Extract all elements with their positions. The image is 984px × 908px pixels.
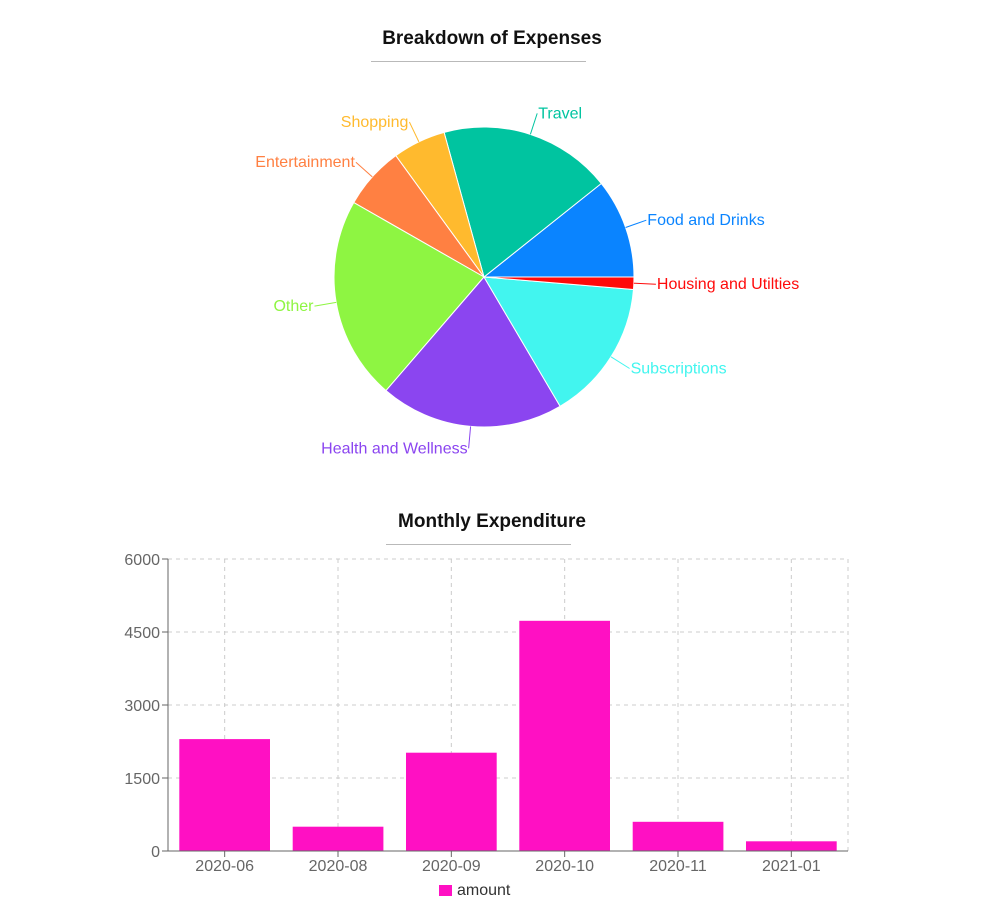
x-tick-label: 2020-06: [195, 858, 254, 875]
pie-label-shopping: Shopping: [341, 114, 409, 131]
legend-swatch: [439, 885, 452, 896]
pie-slice-housing-and-utilties[interactable]: [483, 276, 635, 291]
pie-chart-title: Breakdown of Expenses: [382, 28, 602, 49]
x-tick-label: 2020-08: [309, 858, 368, 875]
pie-slice-other[interactable]: [333, 201, 485, 392]
pie-slice-travel[interactable]: [443, 126, 602, 278]
legend[interactable]: amount: [439, 882, 511, 899]
x-tick-label: 2020-11: [649, 858, 707, 875]
pie-leader-travel: [529, 113, 538, 135]
pie-label-health-and-wellness: Health and Wellness: [321, 440, 467, 457]
pie-label-entertainment: Entertainment: [255, 154, 355, 171]
pie-leader-subscriptions: [610, 356, 630, 369]
bar-2020-09[interactable]: [406, 752, 497, 851]
y-tick-label: 0: [151, 844, 160, 861]
bar-2020-11[interactable]: [632, 821, 724, 851]
pie-leader-other: [314, 301, 337, 307]
pie-label-travel: Travel: [538, 105, 582, 122]
x-tick-label: 2021-01: [762, 858, 821, 875]
pie-title-underline: [371, 61, 586, 62]
pie-leader-housing-and-utilties: [633, 282, 656, 285]
pie-leader-health-and-wellness: [468, 426, 472, 449]
monthly-expenditure-bar-chart: 0 1500 3000 4500 6000 2020-06 2020-08 2020-09 20…: [124, 552, 849, 899]
pie-label-other: Other: [273, 298, 314, 315]
pie-slice-health-and-wellness[interactable]: [385, 276, 561, 428]
y-tick-label: 4500: [124, 625, 160, 642]
expenses-pie-chart: Food and Drinks Travel Shopping Entertainme…: [255, 105, 799, 457]
pie-label-subscriptions: Subscriptions: [631, 361, 727, 378]
x-tick-label: 2020-09: [422, 858, 481, 875]
pie-leader-entertainment: [355, 161, 373, 178]
pie-slice-subscriptions[interactable]: [483, 276, 635, 407]
pie-leader-shopping: [408, 121, 420, 143]
bar-2021-01[interactable]: [746, 841, 837, 851]
bar-chart-title: Monthly Expenditure: [398, 511, 586, 532]
y-tick-label: 3000: [124, 698, 160, 715]
bar-2020-10[interactable]: [519, 620, 610, 851]
x-tick-label: 2020-10: [535, 858, 594, 875]
y-tick-label: 6000: [124, 552, 160, 569]
pie-label-food-and-drinks: Food and Drinks: [647, 212, 764, 229]
bar-title-underline: [386, 544, 571, 545]
pie-leader-food-and-drinks: [625, 219, 647, 228]
bar-2020-08[interactable]: [292, 826, 384, 851]
pie-slice-food-and-drinks[interactable]: [482, 182, 635, 278]
pie-label-housing-and-utilties: Housing and Utilties: [657, 276, 799, 293]
legend-label: amount: [457, 882, 511, 899]
bar-2020-06[interactable]: [179, 739, 270, 851]
y-tick-label: 1500: [124, 771, 160, 788]
